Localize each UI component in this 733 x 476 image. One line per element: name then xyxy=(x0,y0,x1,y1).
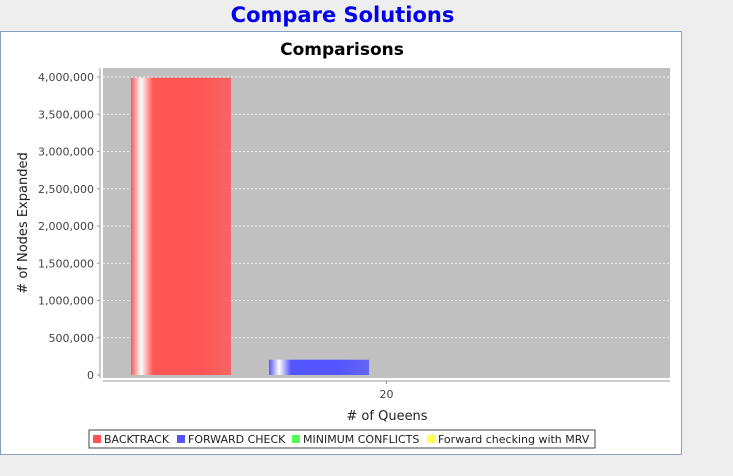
x-tick-label: 20 xyxy=(380,388,394,401)
x-axis: 20 xyxy=(103,380,670,401)
y-tick-label: 2,500,000 xyxy=(38,183,94,196)
chart: Comparisons 0 500,000 1,000,000 1,500,000 2,… xyxy=(16,40,670,449)
legend-entry: Forward checking with MRV xyxy=(438,433,590,446)
y-tick-label: 3,000,000 xyxy=(38,146,94,159)
legend-entry: MINIMUM CONFLICTS xyxy=(303,433,419,446)
y-tick-label: 1,500,000 xyxy=(38,257,94,270)
y-axis-label: # of Nodes Expanded xyxy=(16,152,31,293)
bar-backtrack xyxy=(131,77,231,375)
legend-swatch xyxy=(93,435,101,443)
window-title: Compare Solutions xyxy=(230,3,455,27)
legend-swatch xyxy=(177,435,185,443)
legend-swatch xyxy=(292,435,300,443)
legend-entry: BACKTRACK xyxy=(104,433,170,446)
chart-panel: Comparisons 0 500,000 1,000,000 1,500,000 2,… xyxy=(0,31,682,455)
bars xyxy=(131,77,369,375)
y-tick-label: 2,000,000 xyxy=(38,220,94,233)
x-axis-label: # of Queens xyxy=(346,409,427,424)
y-axis: 0 500,000 1,000,000 1,500,000 2,000,000 2,500… xyxy=(38,68,101,382)
legend-swatch xyxy=(427,435,435,443)
chart-title: Comparisons xyxy=(280,40,404,60)
legend-entry: FORWARD CHECK xyxy=(188,433,286,446)
legend: BACKTRACK FORWARD CHECK MINIMUM CONFLICTS F… xyxy=(88,429,596,449)
y-tick-label: 4,000,000 xyxy=(38,71,94,84)
gridlines xyxy=(103,76,670,339)
y-tick-label: 0 xyxy=(87,369,94,382)
y-tick-label: 3,500,000 xyxy=(38,108,94,121)
bar-forward-check xyxy=(269,359,369,375)
y-tick-label: 500,000 xyxy=(49,332,95,345)
y-tick-label: 1,000,000 xyxy=(38,295,94,308)
